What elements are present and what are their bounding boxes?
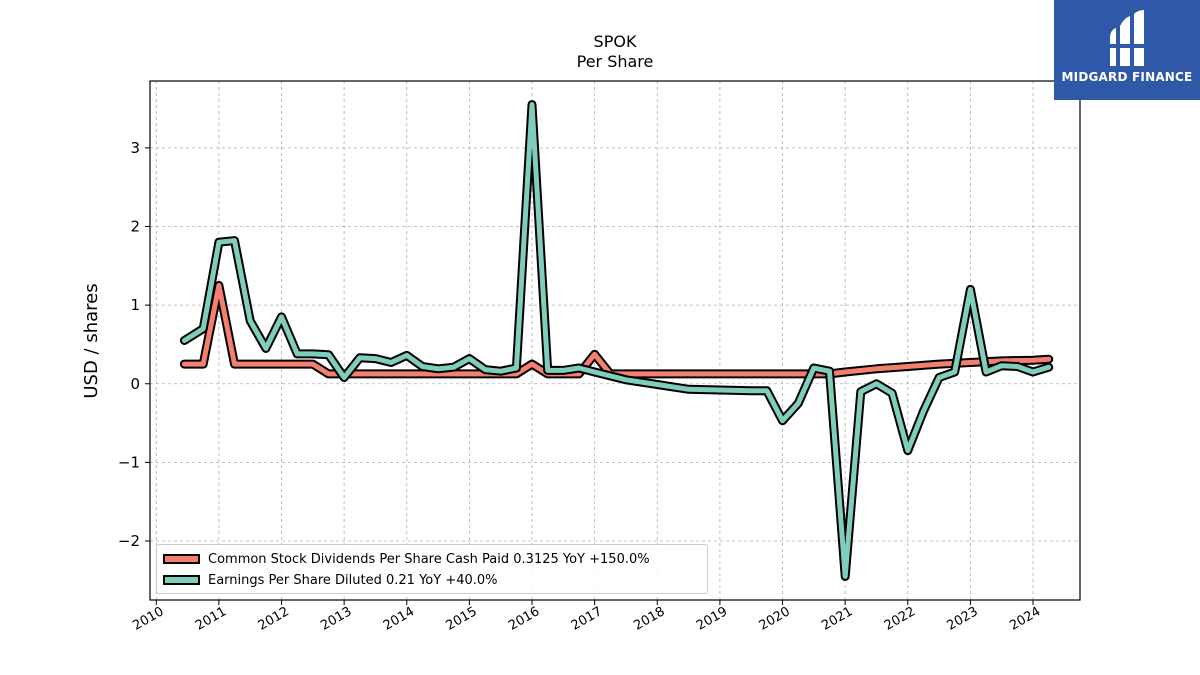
y-tick-label: −1 [118,453,140,471]
chart-subtitle: Per Share [576,52,654,71]
x-tick-label: 2021 [819,604,855,634]
chart-legend: Common Stock Dividends Per Share Cash Pa… [156,544,708,594]
x-tick-label: 2010 [130,604,166,634]
y-tick-label: 3 [130,139,140,157]
y-tick-label: 0 [130,375,140,393]
grid-lines [150,81,1080,600]
legend-swatch-eps [163,575,200,585]
x-tick-label: 2022 [882,604,918,634]
legend-item-dividends: Common Stock Dividends Per Share Cash Pa… [163,550,650,568]
x-tick-label: 2014 [381,604,417,634]
y-axis-label: USD / shares [81,283,102,398]
series-outline-1 [179,100,1054,581]
y-tick-label: 2 [130,217,140,235]
x-tick-label: 2019 [694,604,730,634]
x-tick-label: 2015 [444,604,480,634]
x-tick-label: 2024 [1007,604,1043,634]
series-lines [179,100,1054,581]
y-tick-label: 1 [130,296,140,314]
x-tick-label: 2020 [757,604,793,634]
x-tick-label: 2017 [569,604,605,634]
brand-logo: MIDGARD FINANCE [1054,0,1200,100]
x-tick-label: 2013 [318,604,354,634]
series-line-0 [181,283,1052,377]
x-tick-label: 2023 [945,604,981,634]
x-tick-label: 2016 [506,604,542,634]
brand-name: MIDGARD FINANCE [1061,70,1193,84]
series-outline-0 [179,281,1054,379]
plot-frame [149,80,1081,601]
x-tick-label: 2012 [256,604,292,634]
legend-label-eps: Earnings Per Share Diluted 0.21 YoY +40.… [208,572,498,588]
x-tick-label: 2011 [193,604,229,634]
y-tick-label: −2 [118,532,140,550]
legend-item-eps: Earnings Per Share Diluted 0.21 YoY +40.… [163,571,498,589]
x-tick-label: 2018 [631,604,667,634]
series-line-1 [181,102,1052,579]
legend-swatch-dividends [163,554,200,564]
brand-mark-icon [1108,10,1146,66]
chart-title: SPOK [593,32,637,51]
legend-label-dividends: Common Stock Dividends Per Share Cash Pa… [208,551,650,567]
